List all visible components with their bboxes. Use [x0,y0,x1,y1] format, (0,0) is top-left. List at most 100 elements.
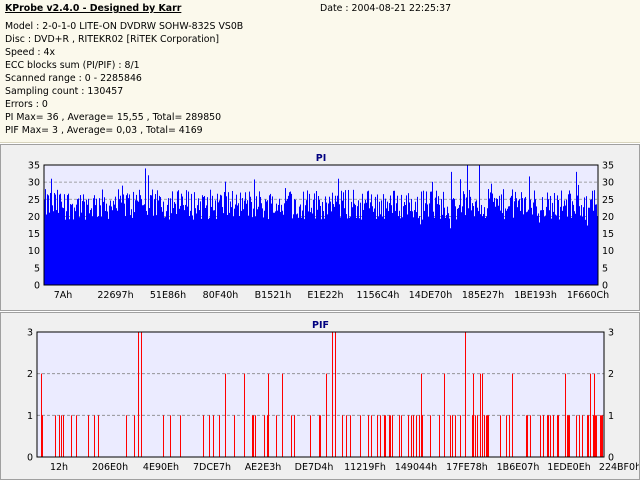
bar [559,219,560,285]
bar [234,208,235,285]
bar [443,191,444,285]
bar [547,192,548,285]
bar [499,195,500,285]
info-line-pif-stats: PIF Max= 3 , Average= 0,03 , Total= 4169 [5,125,203,136]
bar [192,215,193,285]
bar [480,373,481,457]
bar [198,198,199,285]
bar [452,415,453,457]
bar [508,206,509,285]
bar [201,218,202,285]
bar [504,219,505,285]
bar [324,218,325,285]
bar [237,205,238,285]
bar [48,195,49,285]
bar [155,194,156,285]
bar [575,213,576,285]
bar [514,201,515,285]
bar [562,210,563,285]
bar [582,415,583,457]
bar [548,199,549,285]
bar [80,195,81,285]
bar [407,214,408,285]
bar [349,217,350,285]
bar [88,415,89,457]
bar [212,195,213,285]
bar [377,415,378,457]
bar [449,218,450,285]
bar [169,219,170,285]
bar [289,192,290,285]
bar [375,196,376,285]
bar [138,332,139,457]
bar [234,415,235,457]
bar [361,219,362,285]
bar [541,210,542,285]
bar [160,197,161,285]
bar [176,214,177,285]
bar [497,198,498,285]
bar [486,216,487,285]
bar [524,198,525,285]
bar [133,191,134,285]
bar [134,415,135,457]
bar [421,191,422,285]
bar [494,197,495,285]
bar [455,415,456,457]
bar [574,211,575,285]
bar [88,198,89,285]
bar [323,211,324,285]
x-tick-label: 12h [50,462,68,473]
bar [484,415,485,457]
bar [219,415,220,457]
bar [294,199,295,285]
bar [596,204,597,285]
bar [373,211,374,285]
bar [448,213,449,285]
bar [219,200,220,285]
bar [454,198,455,285]
bar [180,205,181,285]
bar [389,203,390,285]
bar [390,415,391,457]
bar [352,207,353,285]
bar [301,217,302,285]
bar [76,415,77,457]
bar [475,201,476,285]
bar [402,217,403,285]
bar [280,212,281,285]
x-tick-label: 1156C4h [357,290,400,301]
info-line-range: Scanned range : 0 - 2285846 [5,73,142,84]
bar [472,415,473,457]
bar [107,211,108,285]
bar [489,198,490,285]
bar [515,191,516,285]
bar [379,201,380,285]
bar [118,189,119,285]
bar [420,224,421,285]
bar [576,415,577,457]
bar [129,194,130,285]
bar [103,201,104,285]
bar [522,198,523,285]
bar [409,202,410,285]
bar [260,196,261,285]
bar [136,194,137,285]
bar [112,210,113,285]
bar [395,210,396,285]
bar [492,193,493,285]
bar [298,217,299,285]
bar [512,189,513,285]
bar [593,210,594,285]
bar [60,193,61,285]
x-tick-label: 7Ah [54,290,73,301]
bar [381,200,382,285]
bar [276,203,277,285]
bar [204,195,205,285]
bar [270,193,271,285]
bar [177,191,178,285]
bar [411,199,412,285]
bar [353,189,354,285]
bar [360,202,361,285]
bar [545,215,546,285]
